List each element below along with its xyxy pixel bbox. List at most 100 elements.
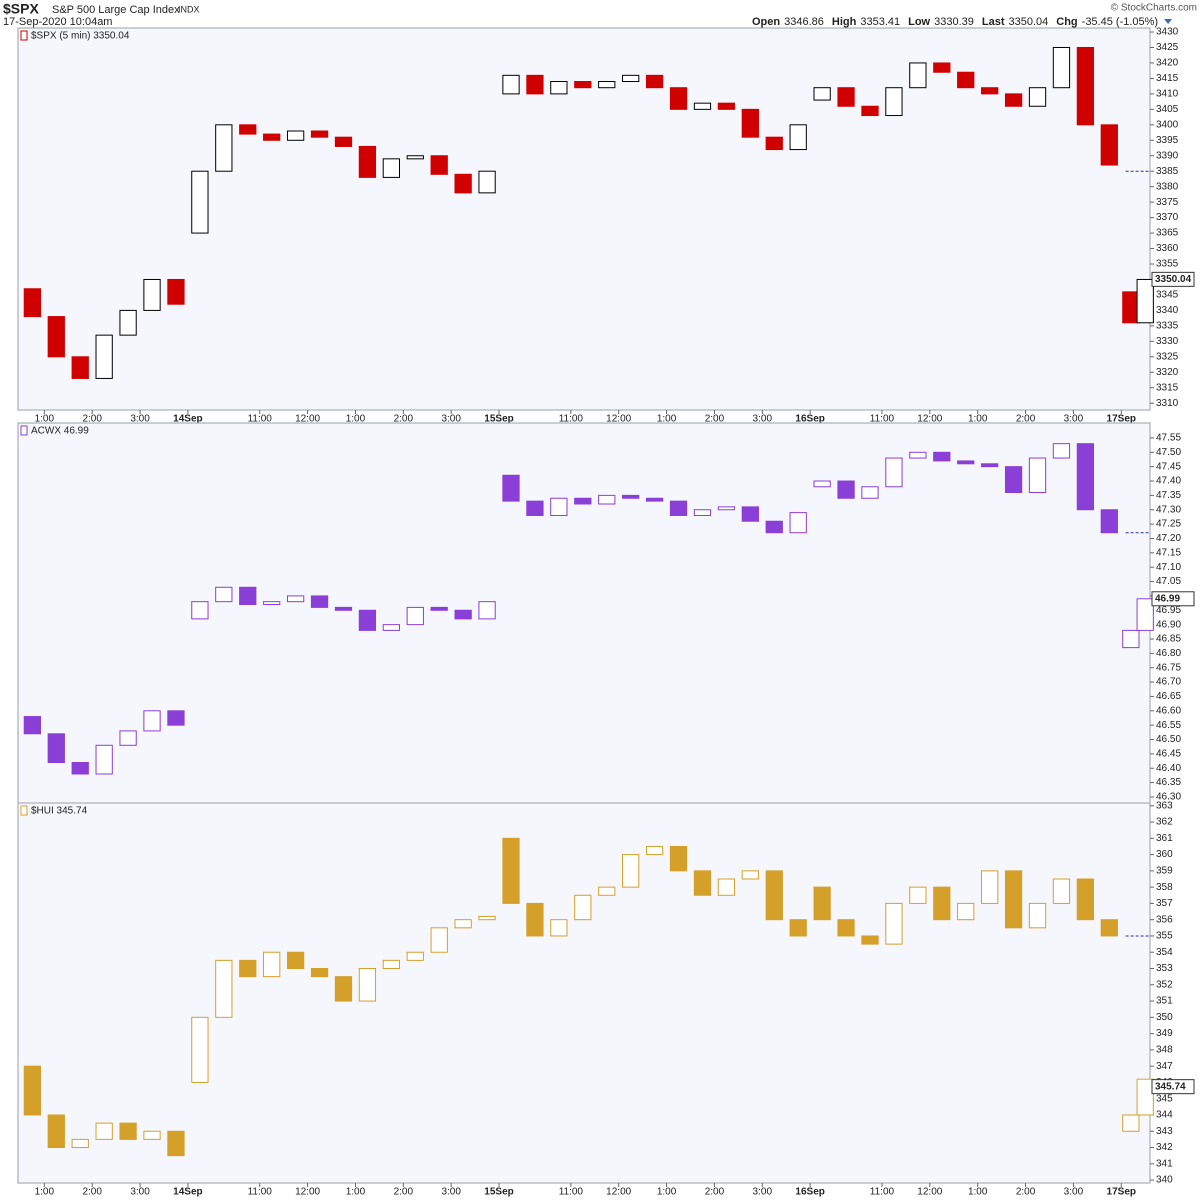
candle-body [143, 1130, 161, 1140]
x-tick-label: 1:00 [346, 414, 366, 425]
y-tick-label: 350 [1156, 1012, 1173, 1023]
candle-body [454, 609, 472, 620]
x-tick-label: 3:00 [1064, 414, 1084, 425]
x-tick-label: 14Sep [173, 1187, 202, 1198]
y-tick-label: 345 [1156, 1093, 1173, 1104]
y-tick-label: 3380 [1156, 181, 1179, 192]
y-tick-label: 3310 [1156, 398, 1179, 409]
candle-body [167, 1130, 185, 1157]
quote-label: Chg [1056, 16, 1077, 28]
y-tick-label: 362 [1156, 817, 1173, 828]
y-tick-label: 353 [1156, 963, 1173, 974]
candle-body [286, 130, 305, 141]
x-tick-label: 1:00 [35, 414, 55, 425]
candle-body [167, 278, 185, 305]
candle-body [406, 606, 424, 626]
x-tick-label: 1:00 [657, 1187, 677, 1198]
x-tick-label: 12:00 [917, 414, 942, 425]
candle-body [717, 878, 736, 896]
x-tick-label: 1:00 [968, 1187, 988, 1198]
x-tick-label: 11:00 [870, 414, 895, 425]
y-tick-label: 47.55 [1156, 433, 1181, 444]
x-tick-label: 15Sep [484, 1187, 513, 1198]
candle-body [717, 102, 736, 110]
candle-body [454, 173, 472, 194]
y-tick-label: 352 [1156, 979, 1173, 990]
candle-body [789, 919, 807, 937]
x-tick-label: 2:00 [394, 1187, 414, 1198]
candle-body [837, 480, 855, 499]
x-tick-label: 1:00 [968, 414, 988, 425]
y-tick-label: 3400 [1156, 119, 1179, 130]
candle-body [406, 951, 424, 961]
quote-value: -35.45 (-1.05%) [1082, 16, 1158, 28]
legend-label: ACWX 46.99 [31, 426, 89, 437]
candle-body [334, 136, 353, 147]
x-tick-label: 2:00 [394, 414, 414, 425]
y-tick-label: 355 [1156, 931, 1173, 942]
y-tick-label: 47.45 [1156, 461, 1181, 472]
candle-body [550, 497, 568, 516]
y-tick-label: 3330 [1156, 336, 1179, 347]
x-tick-label: 11:00 [248, 1187, 273, 1198]
candle-body [933, 451, 951, 462]
x-tick-label: 1:00 [35, 1187, 55, 1198]
x-tick-label: 16Sep [795, 1187, 824, 1198]
y-tick-label: 47.50 [1156, 447, 1181, 458]
quote-label: Last [982, 16, 1005, 28]
candle-body [717, 506, 736, 511]
candle-body [550, 81, 568, 95]
candle-body [1004, 870, 1023, 929]
candle-body [239, 586, 257, 606]
candle-body [430, 927, 448, 953]
candle-body [789, 124, 807, 151]
candle-body [741, 506, 759, 522]
y-tick-label: 3360 [1156, 243, 1179, 254]
candle-body [598, 81, 616, 89]
y-tick-label: 3405 [1156, 104, 1179, 115]
x-tick-label: 15Sep [484, 414, 513, 425]
candle-body [1100, 509, 1118, 534]
x-tick-label: 1:00 [346, 1187, 366, 1198]
legend-icon [20, 425, 28, 436]
candle-body [957, 902, 975, 921]
y-tick-label: 360 [1156, 849, 1173, 860]
y-tick-label: 356 [1156, 914, 1173, 925]
x-tick-label: 2:00 [82, 1187, 102, 1198]
candle-body [1052, 46, 1071, 89]
candle-body [885, 457, 903, 488]
last-value-label: 345.74 [1155, 1081, 1186, 1092]
x-tick-label: 3:00 [441, 1187, 461, 1198]
candle-body [693, 102, 712, 110]
last-value-box [1151, 271, 1195, 287]
candle-body [957, 71, 975, 89]
candle-body [789, 512, 807, 534]
y-tick-label: 347 [1156, 1061, 1173, 1072]
candle-body [1076, 46, 1095, 126]
panel [17, 422, 1151, 804]
y-tick-label: 3420 [1156, 58, 1179, 69]
candle-body [981, 463, 999, 468]
candle-body [23, 1065, 41, 1116]
candle-body [191, 601, 209, 620]
candle-body [765, 870, 783, 921]
y-tick-label: 344 [1156, 1110, 1173, 1121]
candle-body [526, 74, 544, 95]
candle-body [622, 494, 640, 499]
candle-body [358, 145, 377, 178]
quote-label: Open [752, 16, 780, 28]
candle-body [1028, 87, 1047, 107]
candle-body [263, 951, 281, 978]
candle-body [406, 155, 424, 160]
candle-body [598, 494, 616, 505]
y-tick-label: 46.65 [1156, 691, 1181, 702]
candle-body [358, 609, 377, 631]
candle-body [1136, 1078, 1154, 1116]
y-tick-label: 46.85 [1156, 634, 1181, 645]
candle-body [1122, 1114, 1140, 1132]
candle-body [47, 316, 65, 358]
candle-body [813, 87, 831, 101]
quote-label: Low [908, 16, 930, 28]
candle-body [23, 288, 41, 318]
candle-body [191, 170, 209, 234]
